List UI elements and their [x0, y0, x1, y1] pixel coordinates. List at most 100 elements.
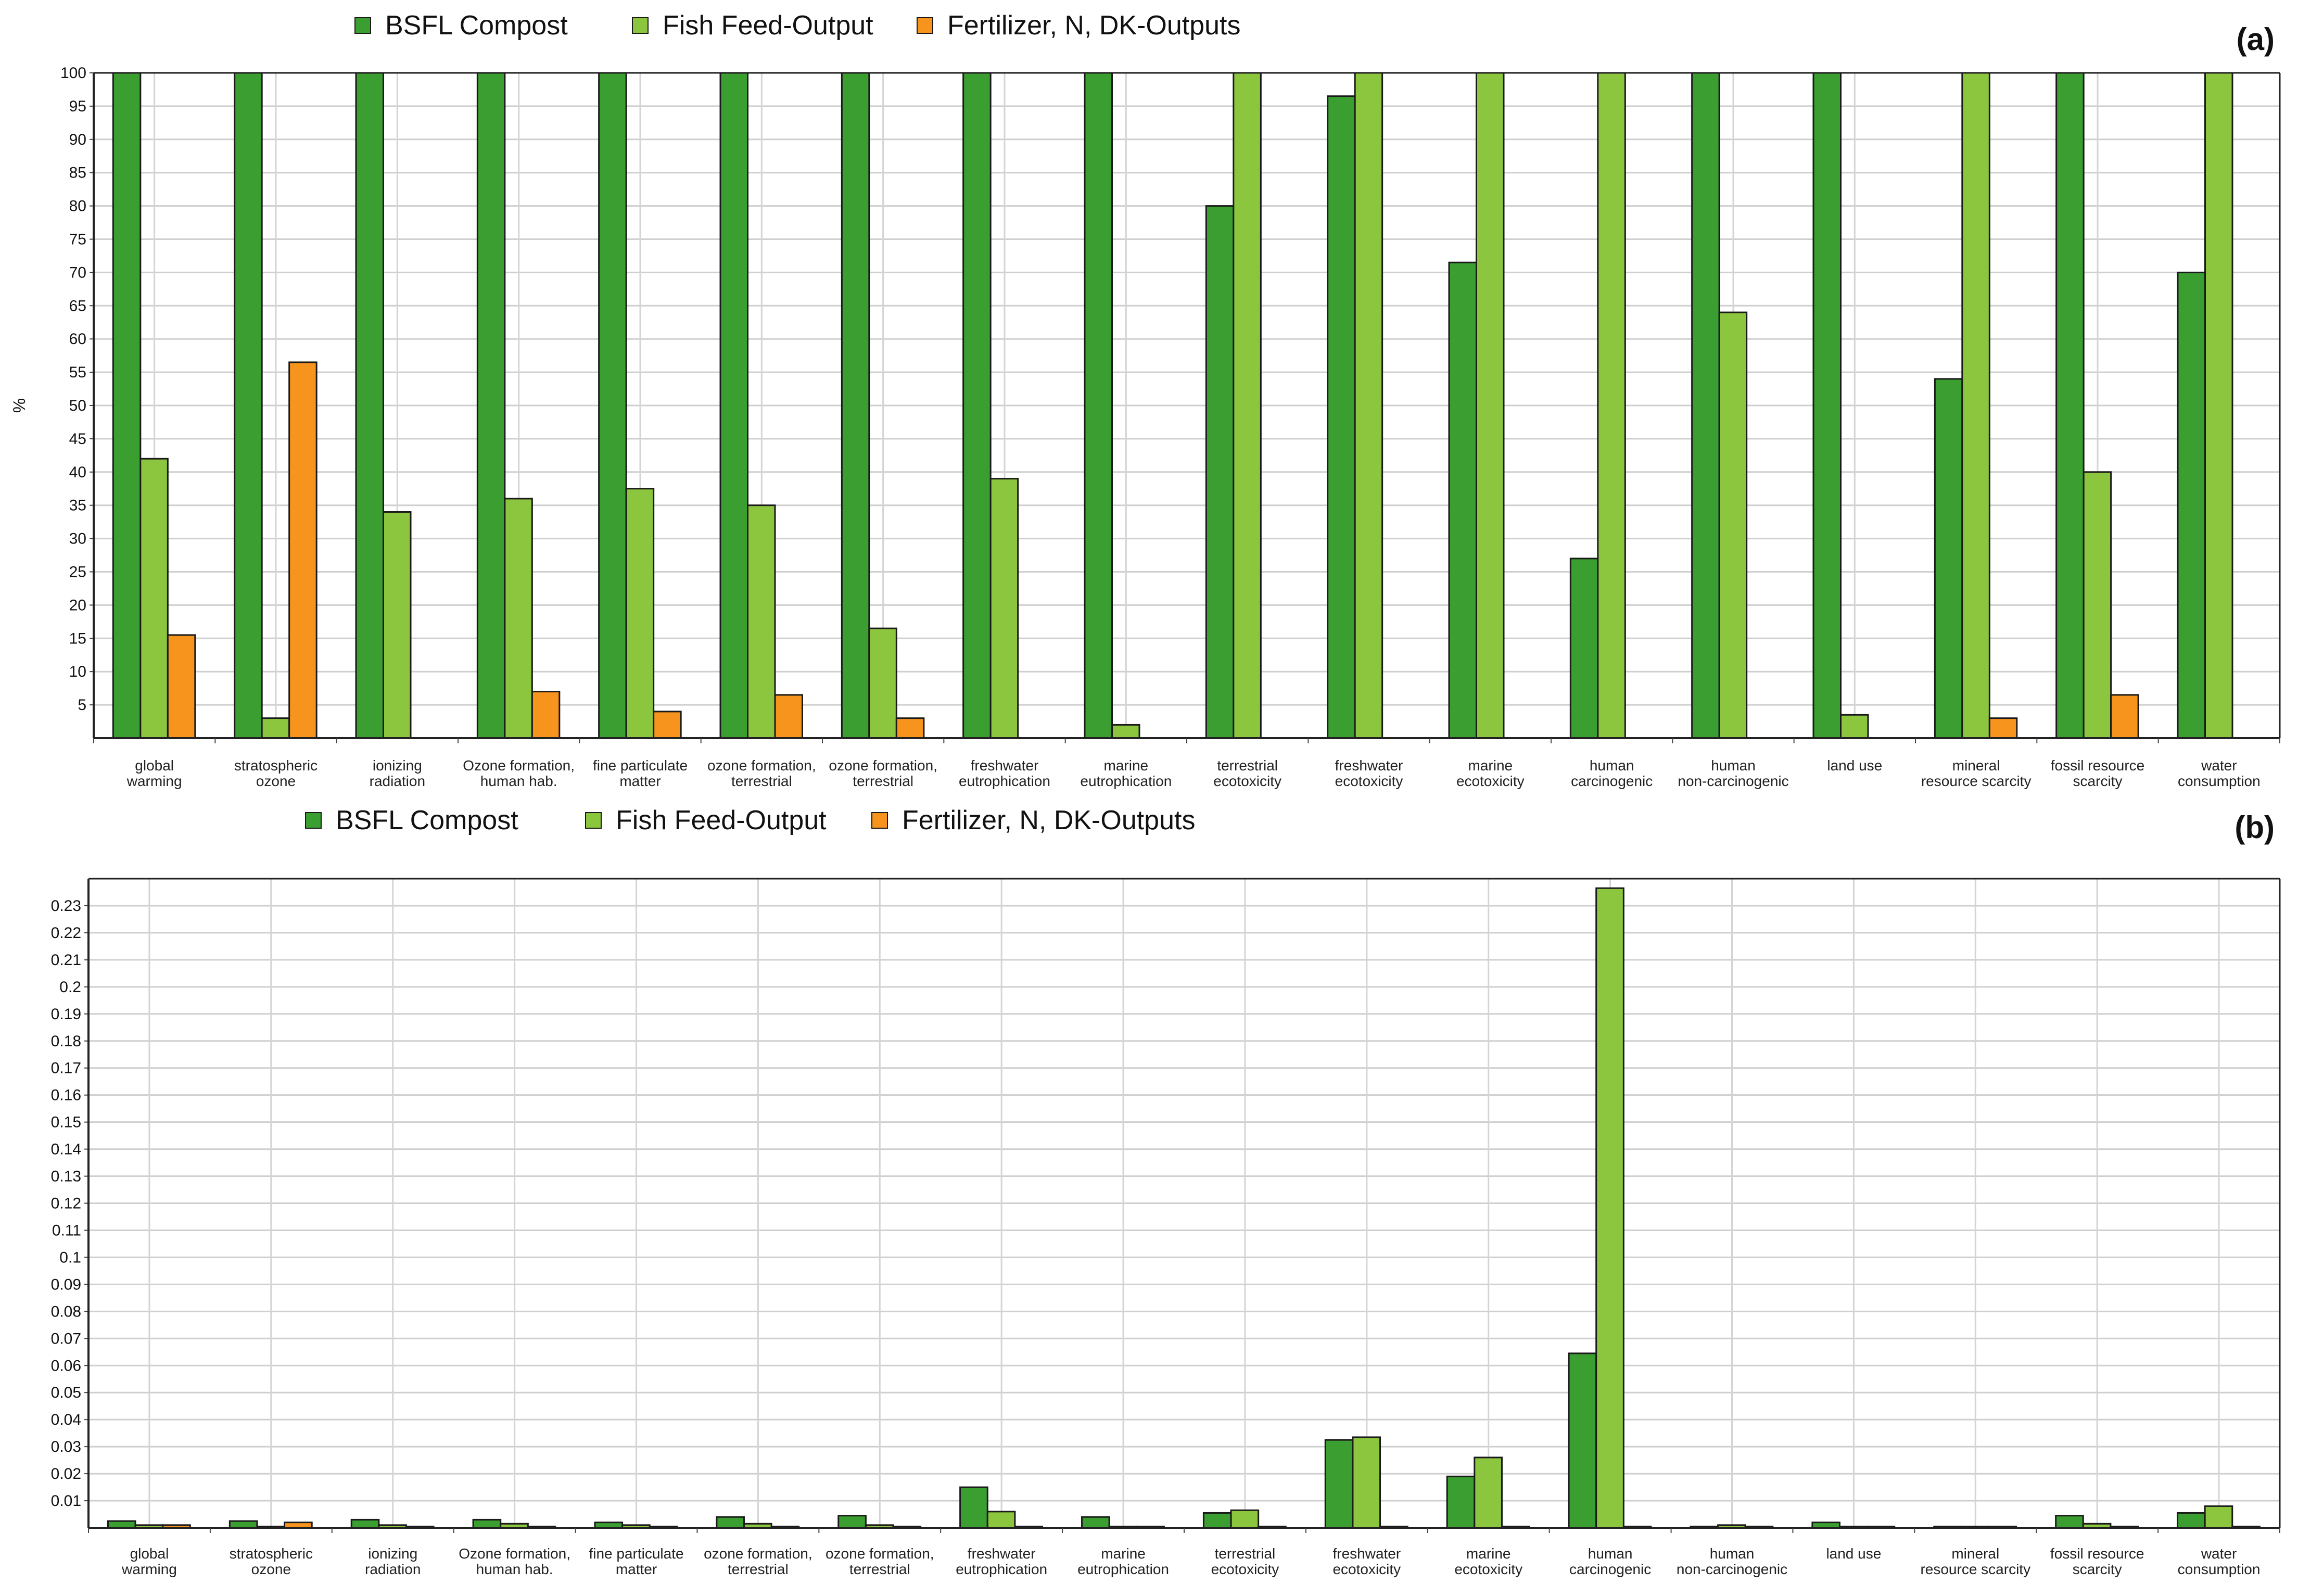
y-tick-label: 80 [69, 198, 86, 215]
bar-bsfl-compost-2 [350, 1518, 380, 1529]
category-label-line: warming [126, 773, 182, 789]
category-label-line: consumption [2178, 773, 2261, 789]
y-tick-label: 0.09 [51, 1276, 81, 1293]
category-label: water consumption [2178, 757, 2261, 789]
y-tick-label: 0.12 [51, 1195, 81, 1212]
category-label-line: global [130, 1546, 169, 1562]
bar-fish-feed-output-1 [261, 717, 290, 739]
y-tick-label: 0.18 [51, 1033, 81, 1050]
category-label-line: terrestrial [731, 773, 792, 789]
y-tick-label: 0.02 [51, 1465, 81, 1483]
legend-label: Fertilizer, N, DK-Outputs [947, 10, 1240, 41]
bar-bsfl-compost-8 [1084, 72, 1113, 739]
bar-fish-feed-output-0 [139, 458, 169, 739]
category-label: freshwater eutrophication [959, 757, 1050, 789]
category-label-line: terrestrial [1215, 1546, 1276, 1562]
y-tick-label: 75 [69, 231, 86, 248]
bar-fish-feed-output-14 [1840, 714, 1869, 739]
category-label-line: radiation [365, 1561, 421, 1577]
bar-bsfl-compost-3 [476, 72, 506, 739]
category-label: Ozone formation, human hab. [463, 757, 575, 789]
category-label-line: land use [1826, 1546, 1881, 1562]
legend-swatch [585, 812, 602, 829]
category-label-line: eutrophication [1080, 773, 1172, 789]
panel-label: (a) [2237, 22, 2275, 57]
y-tick-label: 0.2 [59, 979, 81, 996]
category-label: human non-carcinogenic [1678, 757, 1788, 789]
y-tick-label: 0.07 [51, 1330, 81, 1347]
category-label-line: marine [1101, 1546, 1146, 1562]
legend-swatch [917, 17, 933, 34]
category-label-line: freshwater [971, 757, 1039, 774]
category-label-line: stratospheric [230, 1546, 313, 1562]
bar-bsfl-compost-11 [1446, 1475, 1476, 1529]
category-label: freshwater eutrophication [956, 1546, 1047, 1577]
category-label-line: ozone [256, 773, 296, 789]
category-label: terrestrial ecotoxicity [1211, 1546, 1279, 1577]
chart-panel-a: 5 10 15 20 25 30 35 40 45 50 55 60 65 70 75 80 85 90 95 100… [10, 10, 2281, 789]
y-tick-label: 0.13 [51, 1168, 81, 1185]
category-label-line: ecotoxicity [1456, 773, 1525, 789]
bar-bsfl-compost-1 [234, 72, 263, 739]
category-label: marine ecotoxicity [1456, 757, 1525, 789]
bar-fertilizer-n-dk-outputs-5 [774, 694, 803, 739]
category-label-line: ionizing [373, 757, 422, 774]
category-label-line: resource scarcity [1920, 1561, 2030, 1577]
bar-bsfl-compost-2 [355, 72, 384, 739]
category-label-line: ozone [251, 1561, 291, 1577]
legend-label: BSFL Compost [336, 805, 518, 835]
bar-bsfl-compost-16 [2055, 72, 2085, 739]
category-label: marine ecotoxicity [1454, 1546, 1522, 1577]
category-label: human carcinogenic [1571, 757, 1653, 789]
category-label-line: stratospheric [234, 757, 318, 774]
category-label: fossil resource scarcity [2050, 1546, 2144, 1577]
category-label-line: Ozone formation, [463, 757, 575, 774]
category-label-line: carcinogenic [1571, 773, 1653, 789]
y-tick-label: 100 [60, 65, 86, 82]
category-label-line: human [1588, 1546, 1633, 1562]
y-tick-label: 0.17 [51, 1060, 81, 1077]
category-label-line: fossil resource [2051, 757, 2145, 774]
category-label-line: matter [616, 1561, 657, 1577]
y-tick-label: 10 [69, 663, 86, 680]
category-label-line: human hab. [476, 1561, 553, 1577]
category-label: fine particulate matter [589, 1546, 683, 1577]
category-label-line: scarcity [2073, 773, 2123, 789]
category-label-line: warming [121, 1561, 177, 1577]
bar-fish-feed-output-17 [2204, 72, 2233, 739]
y-tick-label: 55 [69, 364, 86, 381]
bar-fish-feed-output-2 [383, 511, 412, 739]
chart-panel-b: 0.01 0.02 0.03 0.04 0.05 0.06 0.07 0.08 0.09 0.1 0… [51, 805, 2281, 1577]
bar-fish-feed-output-4 [625, 488, 655, 739]
bar-fish-feed-output-12 [1595, 887, 1624, 1529]
category-label-line: non-carcinogenic [1678, 773, 1788, 789]
category-label-line: matter [619, 773, 661, 789]
y-tick-label: 40 [69, 464, 86, 481]
category-label: human non-carcinogenic [1677, 1546, 1787, 1577]
category-label-line: eutrophication [959, 773, 1050, 789]
category-label-line: eutrophication [1077, 1561, 1169, 1577]
category-label: human carcinogenic [1569, 1546, 1651, 1577]
category-label: marine eutrophication [1080, 757, 1172, 789]
category-label: stratospheric ozone [230, 1546, 313, 1577]
y-tick-label: 0.11 [52, 1222, 81, 1239]
y-tick-label: 0.19 [51, 1006, 81, 1023]
y-tick-label: 15 [69, 630, 86, 647]
bar-fish-feed-output-11 [1476, 72, 1505, 739]
category-label: ozone formation, terrestrial [826, 1546, 934, 1577]
category-label-line: Ozone formation, [459, 1546, 570, 1562]
panel-label: (b) [2234, 810, 2275, 845]
y-tick-label: 85 [69, 164, 86, 182]
category-label-line: non-carcinogenic [1677, 1561, 1787, 1577]
y-tick-label: 0.04 [51, 1411, 81, 1428]
category-label-line: freshwater [1332, 1546, 1401, 1562]
bar-bsfl-compost-14 [1812, 72, 1842, 739]
bar-fish-feed-output-7 [986, 1511, 1016, 1529]
category-label: ozone formation, terrestrial [829, 757, 937, 789]
y-tick-label: 90 [69, 131, 86, 148]
bar-bsfl-compost-5 [716, 1516, 745, 1529]
y-tick-label: 30 [69, 530, 86, 548]
legend-swatch [871, 812, 888, 829]
legend-swatch [305, 812, 322, 829]
